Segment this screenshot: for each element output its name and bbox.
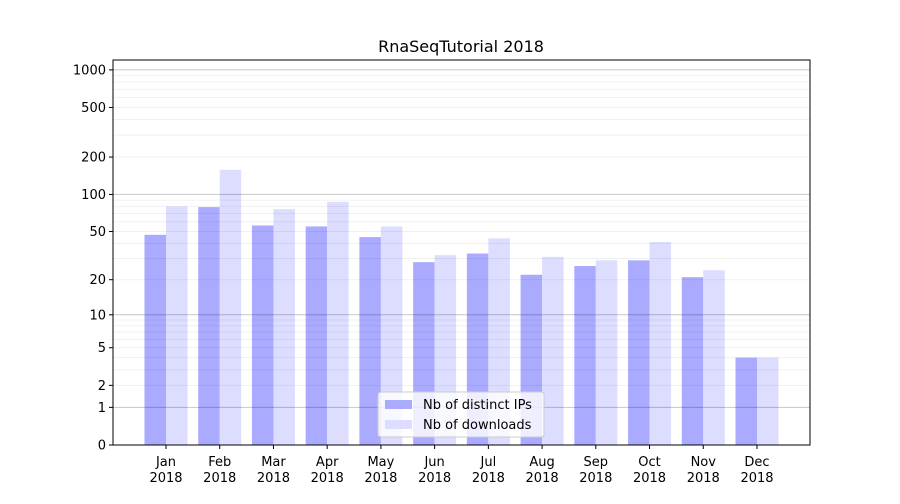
- x-tick-label: 2018: [418, 471, 451, 486]
- bar-downloads: [380, 226, 403, 445]
- x-tick-label: Jan: [155, 455, 176, 470]
- bar-downloads: [703, 270, 725, 445]
- x-tick-label: Jul: [480, 455, 497, 470]
- x-tick-label: 2018: [203, 471, 236, 486]
- x-tick-label: Feb: [208, 455, 231, 470]
- y-tick-label: 5: [98, 341, 106, 356]
- x-tick-label: 2018: [633, 471, 666, 486]
- x-tick-label: Dec: [744, 455, 769, 470]
- bar-downloads: [757, 357, 779, 445]
- bar-distinct-ips: [144, 234, 166, 445]
- bar-distinct-ips: [359, 237, 381, 445]
- y-tick-label: 2: [98, 379, 106, 394]
- bar-distinct-ips: [735, 357, 757, 445]
- x-tick-label: Nov: [691, 455, 717, 470]
- x-tick-label: Oct: [638, 455, 660, 470]
- legend-label: Nb of downloads: [423, 418, 532, 433]
- y-tick-label: 1: [98, 401, 106, 416]
- x-tick-label: 2018: [740, 471, 773, 486]
- x-tick-label: Aug: [529, 455, 554, 470]
- bar-distinct-ips: [628, 260, 650, 445]
- x-tick-label: 2018: [579, 471, 612, 486]
- x-tick-label: 2018: [472, 471, 505, 486]
- y-tick-label: 20: [89, 273, 106, 288]
- x-tick-label: 2018: [149, 471, 182, 486]
- x-tick-label: 2018: [364, 471, 397, 486]
- bar-downloads: [166, 206, 188, 445]
- x-tick-label: Jun: [423, 455, 444, 470]
- bar-downloads: [219, 169, 242, 445]
- legend-swatch: [385, 420, 412, 429]
- bar-distinct-ips: [305, 226, 328, 445]
- legend-swatch: [385, 400, 412, 409]
- bar-downloads: [542, 256, 564, 445]
- bar-downloads: [649, 242, 672, 445]
- y-tick-label: 50: [89, 225, 106, 240]
- y-tick-label: 0: [98, 439, 106, 454]
- legend-label: Nb of distinct IPs: [423, 398, 532, 413]
- bar-downloads: [595, 260, 618, 445]
- x-tick-label: Sep: [584, 455, 609, 470]
- legend: Nb of distinct IPs Nb of downloads: [377, 391, 545, 438]
- bar-distinct-ips: [681, 277, 704, 445]
- x-tick-label: Apr: [316, 455, 339, 470]
- legend-box: [377, 391, 545, 438]
- x-tick-label: 2018: [687, 471, 720, 486]
- chart-title: RnaSeqTutorial 2018: [378, 37, 544, 56]
- bar-distinct-ips: [574, 266, 596, 445]
- bar-downloads: [273, 209, 295, 445]
- y-tick-label: 200: [81, 151, 106, 166]
- y-tick-label: 500: [81, 101, 106, 116]
- x-tick-label: Mar: [261, 455, 286, 470]
- x-tick-label: 2018: [526, 471, 559, 486]
- bar-distinct-ips: [251, 225, 274, 445]
- y-tick-label: 10: [89, 308, 106, 323]
- x-tick-label: May: [367, 455, 394, 470]
- bar-distinct-ips: [198, 207, 220, 445]
- plot-frame: [112, 59, 811, 446]
- x-tick-label: 2018: [311, 471, 344, 486]
- y-tick-label: 100: [81, 188, 106, 203]
- x-tick-label: 2018: [257, 471, 290, 486]
- y-tick-label: 1000: [73, 63, 106, 78]
- bar-downloads: [327, 201, 349, 445]
